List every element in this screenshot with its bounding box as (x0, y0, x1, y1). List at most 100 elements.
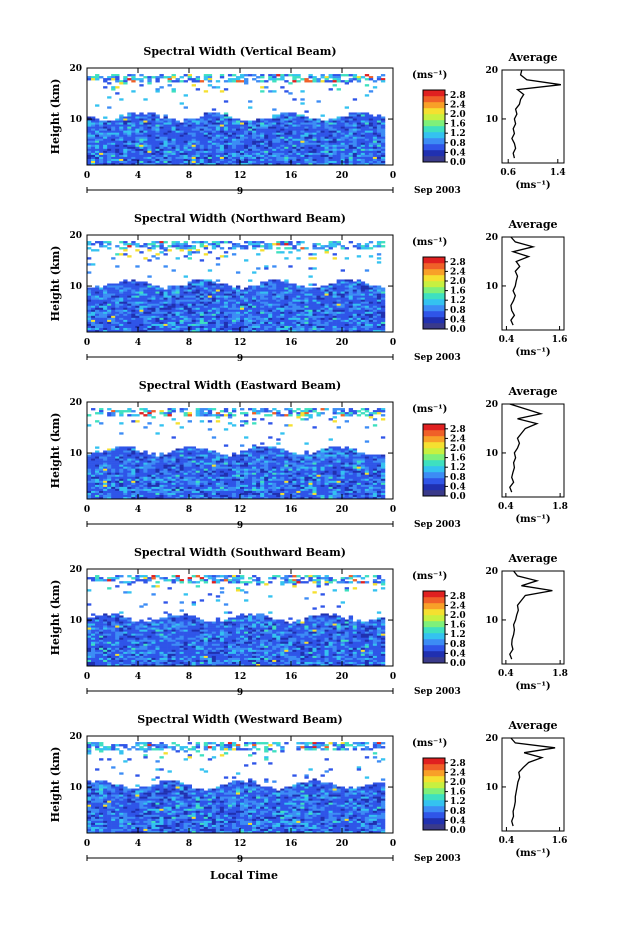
heatmap-cell (260, 462, 265, 465)
heatmap-cell (316, 134, 321, 138)
heatmap-cell (135, 454, 140, 457)
heatmap-cell (231, 152, 237, 156)
heatmap-cell (332, 162, 337, 166)
heatmap-cell (119, 321, 124, 325)
heatmap-cell (115, 309, 120, 313)
heatmap-cell (111, 297, 116, 300)
heatmap-cell (316, 301, 321, 305)
heatmap-cell (316, 311, 321, 315)
heatmap-cell (244, 80, 249, 83)
heatmap-cell (304, 154, 309, 158)
heatmap-cell (183, 140, 188, 144)
heatmap-cell (280, 327, 285, 331)
heatmap-cell (231, 243, 237, 246)
heatmap-cell (248, 156, 253, 160)
heatmap-cell (312, 150, 317, 154)
heatmap-cell (123, 134, 128, 138)
heatmap-cell (240, 156, 245, 160)
heatmap-cell (368, 307, 374, 311)
heatmap-cell (352, 158, 358, 162)
heatmap-cell (147, 259, 152, 262)
heatmap-cell (352, 313, 358, 317)
heatmap-cell (336, 299, 341, 302)
heatmap-cell (256, 452, 261, 455)
heatmap-cell (284, 130, 289, 133)
heatmap-cell (187, 74, 192, 77)
heatmap-cell (163, 317, 168, 321)
heatmap-cell (292, 154, 297, 158)
heatmap-cell (103, 120, 108, 123)
heatmap-cell (316, 412, 321, 415)
heatmap-cell (203, 303, 209, 307)
heatmap-cell (320, 80, 325, 83)
heatmap-cell (107, 291, 112, 294)
heatmap-cell (308, 287, 313, 290)
heatmap-cell (376, 241, 382, 244)
heatmap-cell (199, 116, 205, 119)
heatmap-cell (264, 118, 269, 121)
heatmap-cell (107, 120, 112, 123)
heatmap-cell (95, 74, 100, 77)
heatmap-cell (219, 456, 225, 459)
heatmap-cell (292, 313, 297, 317)
heatmap-cell (107, 323, 112, 327)
heatmap-cell (155, 319, 160, 323)
heatmap-cell (248, 452, 253, 455)
heatmap-cell (268, 285, 273, 288)
heatmap-cell (376, 295, 382, 298)
heatmap-cell (95, 120, 100, 123)
heatmap-cell (328, 418, 333, 421)
heatmap-cell (336, 140, 341, 144)
heatmap-cell (179, 293, 184, 296)
heatmap-cell (328, 88, 333, 91)
heatmap-cell (151, 118, 156, 121)
heatmap-cell (344, 299, 350, 302)
heatmap-cell (155, 291, 160, 294)
heatmap-cell (376, 126, 382, 129)
heatmap-cell (284, 460, 289, 463)
heatmap-cell (360, 124, 366, 127)
heatmap-cell (252, 291, 257, 294)
heatmap-cell (316, 315, 321, 319)
x-tick-label: 20 (336, 338, 349, 348)
heatmap-cell (304, 414, 309, 417)
heatmap-cell (135, 299, 140, 302)
heatmap-cell (203, 456, 209, 459)
heatmap-cell (296, 454, 301, 457)
heatmap-cell (328, 462, 333, 465)
heatmap-cell (223, 414, 229, 417)
heatmap-cell (356, 303, 362, 307)
heatmap-cell (248, 313, 253, 317)
heatmap-cell (195, 130, 201, 133)
heatmap-cell (231, 327, 237, 331)
heatmap-cell (139, 142, 144, 146)
heatmap-cell (183, 142, 188, 146)
heatmap-cell (360, 456, 366, 459)
heatmap-cell (203, 136, 209, 140)
heatmap-cell (123, 297, 128, 300)
heatmap-cell (352, 160, 358, 164)
heatmap-cell (252, 303, 257, 307)
heatmap-cell (336, 408, 341, 411)
heatmap-cell (376, 317, 382, 321)
heatmap-cell (304, 460, 309, 463)
heatmap-cell (280, 144, 285, 148)
heatmap-cell (175, 454, 180, 457)
heatmap-cell (264, 450, 269, 453)
heatmap-cell (296, 325, 301, 329)
heatmap-cell (107, 321, 112, 325)
heatmap-cell (244, 148, 249, 152)
heatmap-cell (348, 126, 354, 129)
heatmap-cell (187, 454, 192, 457)
heatmap-cell (356, 297, 362, 300)
heatmap-cell (296, 122, 301, 125)
heatmap-cell (159, 76, 164, 79)
heatmap-cell (191, 307, 197, 311)
heatmap-cell (159, 464, 164, 467)
heatmap-cell (215, 305, 221, 309)
heatmap-cell (87, 299, 92, 302)
heatmap-cell (107, 303, 112, 307)
heatmap-cell (372, 301, 378, 305)
heatmap-cell (175, 317, 180, 321)
heatmap-cell (284, 154, 289, 158)
